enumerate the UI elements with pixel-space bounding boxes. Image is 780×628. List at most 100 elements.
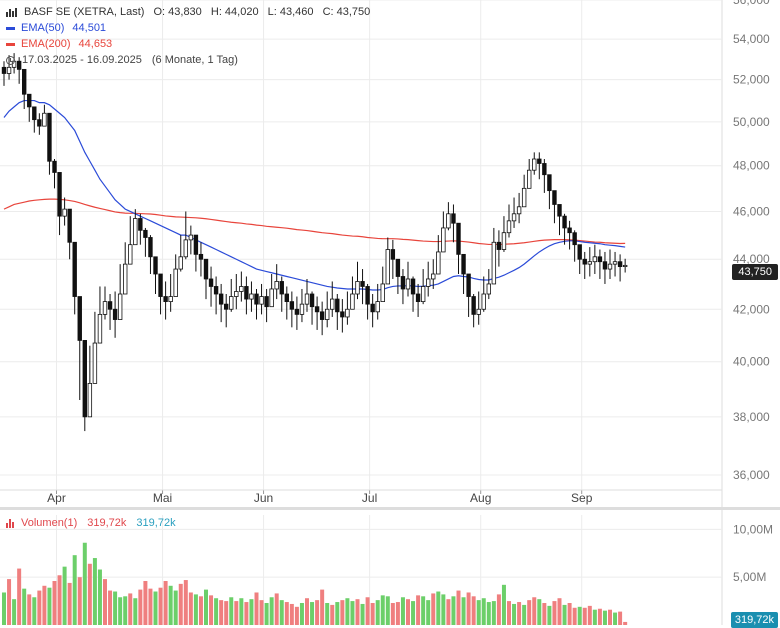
- volume-bar: [527, 600, 532, 625]
- volume-bar: [395, 602, 400, 625]
- candle-body: [112, 308, 118, 320]
- candle-body: [52, 160, 57, 173]
- volume-bar: [623, 621, 628, 625]
- candle-body: [234, 291, 239, 297]
- volume-bar: [476, 600, 481, 625]
- candle-body: [213, 286, 219, 295]
- candle-body: [133, 218, 138, 246]
- volume-value-b: 319,72k: [136, 517, 176, 529]
- candle-body: [476, 308, 481, 315]
- price-tick-label: 38,000: [733, 410, 770, 424]
- open-value: O: 43,830: [153, 6, 202, 18]
- volume-bar: [507, 601, 511, 625]
- volume-bar: [133, 598, 138, 625]
- candle-body: [208, 278, 214, 287]
- high-value: H: 44,020: [210, 6, 259, 18]
- volume-bar: [461, 597, 466, 625]
- volume-bar: [532, 597, 537, 625]
- candle-body: [340, 311, 345, 318]
- volume-bar: [350, 601, 355, 625]
- month-label: Aug: [470, 491, 491, 505]
- volume-bar: [426, 600, 431, 625]
- volume-bar: [183, 580, 188, 625]
- volume-bar: [390, 603, 395, 625]
- candle-body: [542, 163, 547, 176]
- candle-body: [577, 244, 582, 260]
- candle-body: [597, 256, 603, 263]
- candle-body: [158, 273, 163, 297]
- candle-body: [92, 342, 98, 384]
- price-tick-label: 54,000: [733, 32, 770, 46]
- candle-body: [77, 296, 82, 341]
- ema200-line: [3, 198, 626, 246]
- volume-bar: [37, 590, 42, 625]
- candle-body: [244, 286, 249, 300]
- candle-body: [117, 293, 123, 320]
- candle-body: [254, 293, 259, 305]
- volume-legend: Volumen(1) 319,72k 319,72k: [6, 515, 176, 531]
- volume-bar: [416, 595, 421, 625]
- month-label: Sep: [571, 491, 593, 505]
- volume-bar: [299, 603, 304, 625]
- legend-ema50: EMA(50) 44,501: [6, 20, 376, 36]
- price-tick-label: 52,000: [733, 73, 770, 87]
- ema50-swatch: [6, 26, 15, 30]
- volume-bar: [113, 591, 118, 625]
- candle-body: [415, 293, 421, 303]
- candle-body: [622, 264, 628, 268]
- last-price-tag: 43,750: [732, 264, 778, 280]
- volume-bar: [385, 596, 390, 625]
- volume-bar: [441, 594, 446, 625]
- candle-body: [491, 241, 497, 285]
- candle-body: [62, 208, 67, 217]
- volume-bar: [214, 598, 219, 625]
- volume-bar: [577, 606, 582, 625]
- legend: BASF SE (XETRA, Last) O: 43,830 H: 44,02…: [6, 4, 376, 68]
- candle-body: [153, 256, 158, 275]
- candle-body: [527, 169, 532, 189]
- volume-bar: [82, 542, 87, 625]
- candle-body: [431, 273, 436, 280]
- volume-bar: [320, 589, 325, 625]
- volume-bar: [618, 611, 623, 625]
- volume-bar: [411, 601, 416, 625]
- volume-bar: [67, 582, 72, 625]
- volume-bar: [103, 579, 107, 625]
- volume-bar: [345, 598, 350, 625]
- candle-body: [32, 106, 37, 121]
- price-tick-label: 42,000: [733, 302, 770, 316]
- candle-body: [183, 239, 188, 258]
- candle-body: [446, 213, 451, 229]
- candle-body: [82, 340, 87, 418]
- candle-body: [107, 301, 113, 310]
- candle-body: [314, 306, 320, 313]
- candle-body: [102, 301, 108, 315]
- ema200-name: EMA(200): [21, 38, 71, 50]
- volume-bar: [400, 597, 405, 625]
- candle-body: [27, 93, 32, 108]
- volume-bar: [178, 583, 183, 625]
- ema50-value: 44,501: [72, 22, 107, 34]
- volume-bar: [567, 603, 572, 625]
- candle-body: [173, 268, 178, 297]
- volume-bar: [128, 593, 133, 625]
- legend-ohlc: BASF SE (XETRA, Last) O: 43,830 H: 44,02…: [6, 4, 376, 20]
- ema200-swatch: [6, 42, 15, 46]
- candle-body: [223, 303, 229, 310]
- candle-body: [360, 281, 365, 287]
- volume-bar: [608, 609, 612, 625]
- volume-bar: [87, 563, 92, 625]
- low-value: L: 43,460: [267, 6, 314, 18]
- candle-body: [486, 283, 491, 295]
- candle-body: [239, 286, 244, 292]
- panel-separator: [0, 507, 780, 510]
- volume-bar: [219, 600, 224, 625]
- volume-bar: [365, 597, 370, 625]
- legend-ema200: EMA(200) 44,653: [6, 36, 376, 52]
- candle-body: [269, 288, 274, 308]
- volume-bar: [279, 600, 284, 625]
- candle-body: [299, 303, 305, 315]
- candle-body: [264, 296, 269, 308]
- volume-bar: [602, 610, 607, 625]
